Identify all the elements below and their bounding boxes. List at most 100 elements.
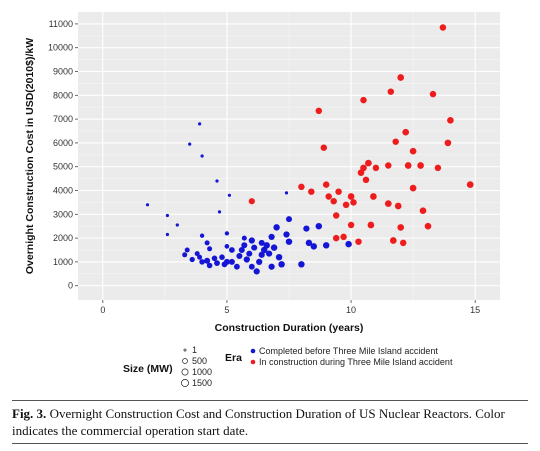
data-point-before-tmi [253, 268, 260, 275]
data-point-before-tmi [184, 247, 190, 253]
data-point-before-tmi [285, 238, 293, 245]
data-point-before-tmi [248, 237, 255, 244]
size-legend-title: Size (MW) [123, 363, 173, 375]
data-point-before-tmi [251, 244, 258, 251]
data-point-before-tmi [189, 256, 195, 263]
data-point-before-tmi [298, 261, 305, 268]
size-legend-label: 1500 [192, 378, 212, 388]
data-point-before-tmi [198, 122, 202, 126]
size-legend-symbol [181, 379, 189, 387]
x-tick-label: 15 [470, 305, 480, 315]
y-tick-label: 10000 [48, 43, 73, 53]
data-point-during-tmi [397, 224, 405, 231]
axis-ticks: 0 5 10 15 0 1000 2000 3000 4000 5000 6000 7000 8000 9… [48, 19, 480, 315]
y-tick-label: 0 [68, 281, 73, 291]
data-point-during-tmi [409, 184, 417, 192]
data-point-during-tmi [419, 207, 427, 215]
data-point-before-tmi [275, 253, 283, 261]
data-point-before-tmi [243, 256, 250, 263]
data-point-before-tmi [204, 240, 210, 246]
size-legend-label: 1000 [192, 367, 212, 377]
data-point-during-tmi [308, 188, 315, 195]
data-point-before-tmi [278, 261, 285, 268]
x-tick-label: 0 [100, 305, 105, 315]
data-point-before-tmi [268, 263, 275, 270]
data-point-during-tmi [392, 138, 399, 145]
data-point-before-tmi [229, 247, 235, 253]
data-point-during-tmi [370, 193, 377, 200]
data-point-before-tmi [315, 222, 323, 230]
data-point-before-tmi [175, 223, 179, 227]
data-point-during-tmi [402, 128, 410, 136]
data-point-during-tmi [399, 239, 407, 247]
data-point-before-tmi [224, 244, 230, 249]
data-point-before-tmi [284, 191, 289, 195]
data-point-before-tmi [214, 260, 220, 266]
data-point-before-tmi [206, 262, 213, 269]
data-point-before-tmi [345, 240, 352, 248]
data-point-during-tmi [360, 96, 367, 104]
data-point-during-tmi [342, 201, 350, 209]
y-tick-label: 7000 [53, 114, 73, 124]
data-point-before-tmi [207, 246, 213, 252]
data-point-before-tmi [273, 224, 280, 231]
data-point-before-tmi [285, 216, 293, 223]
data-point-before-tmi [258, 251, 265, 258]
data-point-before-tmi [228, 258, 235, 265]
data-point-before-tmi [197, 254, 203, 260]
data-point-before-tmi [256, 258, 263, 266]
data-point-during-tmi [384, 200, 392, 207]
size-legend-label: 500 [192, 356, 207, 366]
era-legend-symbol [250, 359, 256, 365]
data-point-before-tmi [303, 225, 310, 232]
y-tick-label: 9000 [53, 67, 73, 77]
data-point-during-tmi [320, 144, 328, 151]
size-legend-symbol [182, 358, 188, 364]
era-legend-symbol [250, 348, 256, 354]
data-point-during-tmi [434, 164, 442, 172]
data-points [145, 24, 474, 275]
data-point-during-tmi [365, 159, 372, 167]
scatter-chart: 0 5 10 15 0 1000 2000 3000 4000 5000 6000 7000 8000 9… [24, 12, 500, 388]
caption-bottom-rule [12, 443, 528, 444]
data-point-before-tmi [241, 242, 248, 249]
caption-text: Overnight Construction Cost and Construc… [12, 406, 505, 438]
data-point-before-tmi [241, 235, 247, 241]
caption-label: Fig. 3. [12, 406, 47, 421]
data-point-before-tmi [322, 242, 330, 249]
data-point-before-tmi [236, 252, 243, 260]
data-point-during-tmi [372, 164, 380, 172]
data-point-before-tmi [227, 193, 231, 197]
data-point-during-tmi [444, 139, 452, 147]
data-point-before-tmi [238, 246, 245, 254]
y-tick-label: 1000 [53, 257, 73, 267]
data-point-during-tmi [340, 233, 347, 241]
data-point-before-tmi [258, 239, 265, 246]
data-point-during-tmi [424, 222, 432, 230]
y-tick-label: 3000 [53, 209, 73, 219]
data-point-before-tmi [224, 231, 230, 236]
data-point-during-tmi [248, 198, 255, 205]
y-tick-label: 8000 [53, 90, 73, 100]
data-point-during-tmi [404, 162, 412, 169]
x-tick-label: 5 [224, 305, 229, 315]
data-point-before-tmi [145, 203, 150, 207]
data-point-during-tmi [325, 193, 332, 200]
y-tick-label: 6000 [53, 138, 73, 148]
data-point-during-tmi [394, 202, 402, 210]
data-point-before-tmi [248, 263, 255, 270]
era-legend-label: Completed before Three Mile Island accid… [259, 346, 438, 356]
data-point-during-tmi [315, 107, 323, 115]
data-point-before-tmi [215, 179, 219, 183]
data-point-before-tmi [263, 242, 270, 249]
data-point-during-tmi [350, 199, 357, 206]
x-axis-title: Construction Duration (years) [215, 322, 364, 334]
grid-lines [78, 12, 500, 300]
era-legend-label: In construction during Three Mile Island… [259, 357, 453, 367]
data-point-during-tmi [322, 181, 330, 188]
data-point-during-tmi [447, 116, 454, 124]
figure-caption: Fig. 3. Overnight Construction Cost and … [12, 405, 528, 439]
data-point-before-tmi [182, 252, 188, 258]
data-point-before-tmi [194, 251, 200, 257]
data-point-during-tmi [362, 176, 370, 184]
